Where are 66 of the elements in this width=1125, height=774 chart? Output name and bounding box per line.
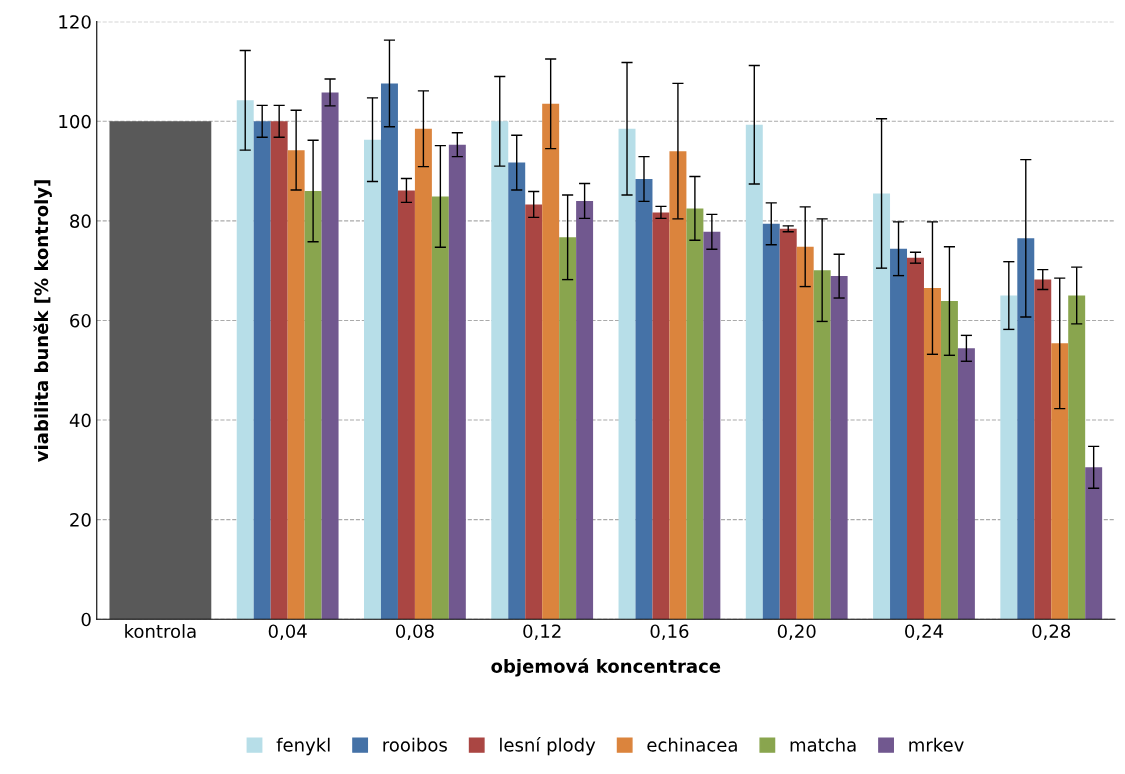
- bar: [364, 139, 381, 620]
- y-axis-title: viabilita buněk [% kontroly]: [33, 180, 52, 462]
- bar: [414, 128, 432, 620]
- bar: [1085, 467, 1103, 620]
- bar: [431, 196, 449, 620]
- bar: [779, 228, 797, 620]
- x-tick-label: 0,16: [650, 624, 689, 640]
- bar: [576, 200, 594, 620]
- bar: [287, 150, 305, 620]
- bar: [830, 276, 848, 620]
- x-tick-label: 0,04: [268, 624, 307, 640]
- bar: [1034, 279, 1052, 620]
- bar: [380, 83, 398, 620]
- x-tick-label: 0,24: [905, 624, 944, 640]
- x-tick-label: 0,28: [1032, 624, 1071, 640]
- y-tick-label: 60: [70, 313, 91, 328]
- bar: [686, 208, 704, 620]
- bar: [321, 92, 339, 620]
- bar: [618, 128, 636, 620]
- legend-label: mrkev: [909, 737, 964, 752]
- y-tick-label: 80: [70, 214, 91, 228]
- bar: [559, 237, 577, 620]
- x-tick-label: 0,08: [396, 624, 434, 640]
- bar: [1068, 295, 1086, 620]
- y-tick-label: 20: [70, 513, 91, 527]
- bar: [508, 162, 526, 620]
- bar: [1017, 238, 1035, 620]
- bar: [890, 248, 908, 620]
- bar: [1000, 295, 1018, 620]
- legend-label: matcha: [790, 737, 856, 752]
- bar: [873, 193, 891, 620]
- bar: [923, 288, 941, 620]
- x-tick-label: 0,20: [777, 624, 816, 640]
- legend-label: lesní plody: [500, 737, 596, 756]
- bar: [957, 348, 975, 620]
- legend-label: rooibos: [383, 737, 447, 752]
- bar: [745, 124, 763, 620]
- bar: [397, 190, 415, 620]
- bar: [940, 301, 958, 620]
- bar: [669, 151, 687, 620]
- bar: [448, 144, 466, 620]
- y-tick-label: 100: [59, 114, 91, 129]
- bar: [270, 121, 288, 620]
- bar: [635, 179, 653, 620]
- bar: [525, 204, 543, 620]
- bar: [907, 257, 924, 620]
- bar: [542, 103, 560, 620]
- bar: [703, 231, 721, 620]
- x-tick-label: 0,12: [523, 624, 561, 640]
- x-tick-label: kontrola: [125, 624, 196, 639]
- bar: [1051, 343, 1069, 620]
- bar: [491, 121, 509, 620]
- bar: [236, 100, 254, 620]
- bar: [652, 212, 670, 620]
- y-tick-label: 40: [69, 413, 91, 428]
- legend-label: echinacea: [647, 737, 737, 752]
- y-tick-label: 0: [81, 612, 91, 627]
- bar: [796, 246, 814, 620]
- x-axis-title: objemová koncentrace: [491, 658, 721, 677]
- y-tick-label: 120: [59, 15, 91, 29]
- bar: [253, 121, 271, 620]
- bar: [109, 121, 212, 620]
- bar: [762, 223, 780, 620]
- bar: [813, 270, 831, 620]
- bar: [304, 190, 322, 620]
- legend-label: fenykl: [276, 737, 330, 756]
